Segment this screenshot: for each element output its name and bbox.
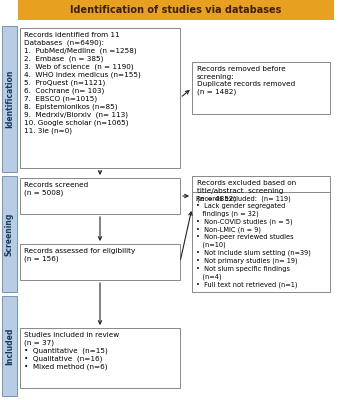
Text: Records removed before
screening:
Duplicate records removed
(n = 1482): Records removed before screening: Duplic… (197, 66, 295, 95)
FancyBboxPatch shape (20, 328, 180, 388)
Text: Identification: Identification (5, 70, 14, 128)
Text: Records assessed for eligibility
(n = 156): Records assessed for eligibility (n = 15… (24, 248, 135, 262)
FancyBboxPatch shape (2, 296, 17, 396)
FancyBboxPatch shape (20, 28, 180, 168)
Text: Included: Included (5, 327, 14, 365)
FancyBboxPatch shape (2, 176, 17, 292)
FancyBboxPatch shape (20, 244, 180, 280)
Text: Records excluded based on
title/abstract  screening
(n = 4852): Records excluded based on title/abstract… (197, 180, 296, 202)
Text: Identification of studies via databases: Identification of studies via databases (70, 5, 282, 15)
FancyBboxPatch shape (192, 62, 330, 114)
FancyBboxPatch shape (18, 0, 334, 20)
Text: Records screened
(n = 5008): Records screened (n = 5008) (24, 182, 88, 196)
Text: Records excluded:  (n= 119)
•  Lack gender segregated
   findings (n = 32)
•  No: Records excluded: (n= 119) • Lack gender… (196, 195, 311, 288)
Text: Records identified from 11
Databases  (n=6490):
1.  PubMed/Medline  (n =1258)
2.: Records identified from 11 Databases (n=… (24, 32, 141, 134)
Text: Screening: Screening (5, 212, 14, 256)
FancyBboxPatch shape (2, 26, 17, 172)
FancyBboxPatch shape (192, 192, 330, 292)
FancyBboxPatch shape (192, 176, 330, 216)
FancyBboxPatch shape (20, 178, 180, 214)
Text: Studies included in review
(n = 37)
•  Quantitative  (n=15)
•  Qualitative  (n=1: Studies included in review (n = 37) • Qu… (24, 332, 119, 370)
